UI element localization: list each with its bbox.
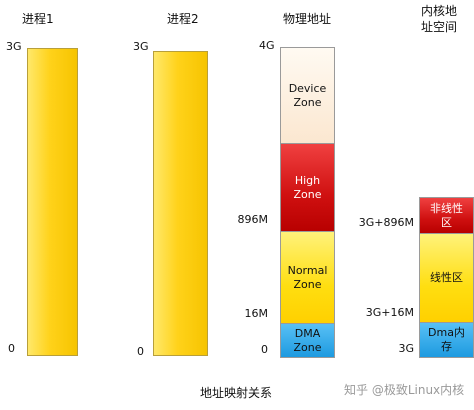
watermark: 知乎 @极致Linux内核 — [344, 383, 465, 397]
device-zone: Device Zone — [280, 47, 335, 144]
linear-zone: 线性区 — [419, 233, 474, 323]
high-zone: High Zone — [280, 143, 335, 232]
normal-zone-line1: Normal — [287, 263, 328, 277]
kernel-16m-label: 3G+16M — [365, 306, 414, 319]
device-zone-line2: Zone — [293, 95, 322, 109]
normal-zone: Normal Zone — [280, 231, 335, 324]
physical-top-label: 4G — [259, 39, 275, 52]
process2-title: 进程2 — [167, 12, 199, 26]
physical-896m-label: 896M — [237, 213, 269, 226]
dma-zone-line2: Zone — [293, 340, 322, 354]
dma-zone: DMA Zone — [280, 323, 335, 358]
nonlinear-zone-line2: 区 — [441, 215, 452, 229]
kernel-dma-zone-line1: Dma内 — [428, 326, 465, 339]
physical-16m-label: 16M — [244, 307, 269, 320]
high-zone-line2: Zone — [293, 187, 322, 201]
nonlinear-zone-line1: 非线性 — [430, 201, 463, 215]
process1-bottom-label: 0 — [8, 342, 15, 355]
process2-bottom-label: 0 — [137, 345, 144, 358]
high-zone-line1: High — [294, 173, 321, 187]
kernel-title-line1: 内核地 — [421, 4, 458, 18]
diagram-caption: 地址映射关系 — [200, 386, 273, 400]
kernel-title-line2: 址空间 — [421, 20, 458, 34]
kernel-dma-zone: Dma内存 — [419, 322, 474, 358]
linear-zone-line1: 线性区 — [430, 271, 463, 284]
dma-zone-line1: DMA — [294, 326, 321, 340]
process1-top-label: 3G — [6, 40, 22, 53]
physical-bottom-label: 0 — [261, 343, 268, 356]
kernel-896m-label: 3G+896M — [358, 216, 414, 229]
nonlinear-zone: 非线性区 — [419, 197, 474, 234]
process1-title: 进程1 — [22, 12, 54, 26]
normal-zone-line2: Zone — [293, 277, 322, 291]
process1-address-bar — [27, 48, 78, 356]
process2-address-bar — [153, 51, 208, 356]
device-zone-line1: Device — [288, 81, 327, 95]
kernel-bottom-label: 3G — [398, 342, 414, 355]
kernel-dma-zone-line2: 存 — [441, 340, 452, 353]
physical-title: 物理地址 — [283, 12, 332, 26]
process2-top-label: 3G — [133, 40, 149, 53]
